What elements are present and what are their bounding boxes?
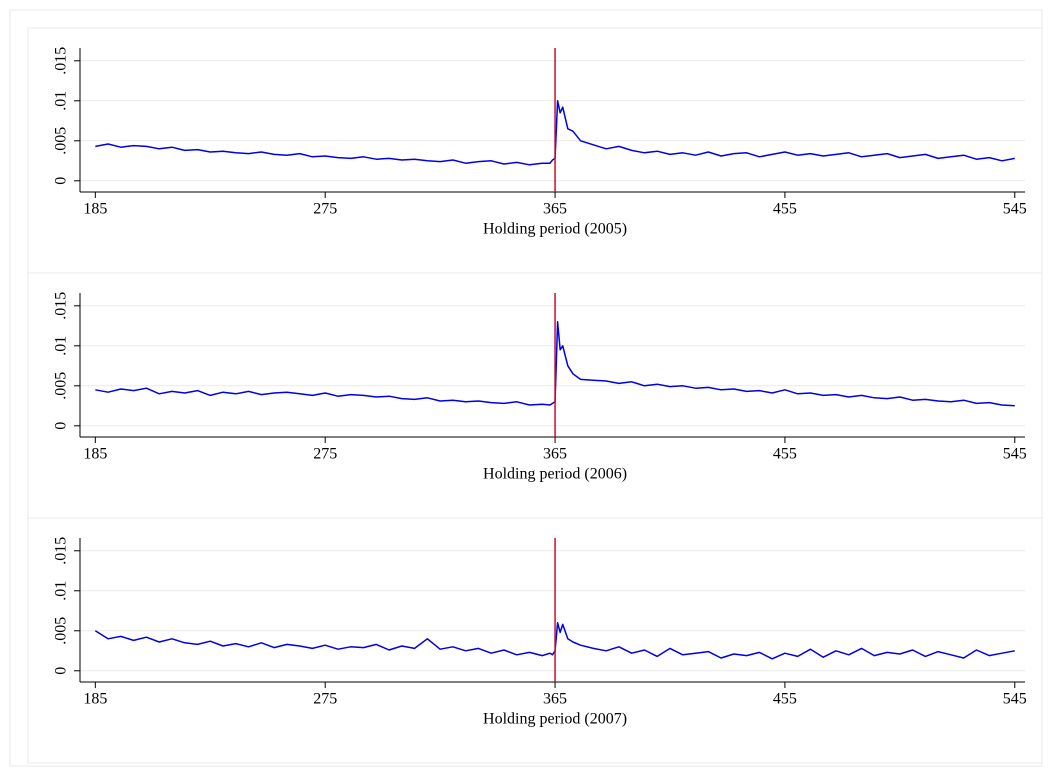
x-axis-label: Holding period (2007): [483, 711, 627, 728]
y-tick-label: .015: [53, 537, 70, 565]
data-line: [95, 100, 1015, 166]
y-tick-label: .01: [53, 581, 70, 601]
y-tick-label: .01: [53, 336, 70, 356]
x-tick-label: 455: [773, 691, 797, 708]
x-tick-label: 365: [543, 201, 567, 218]
y-tick-label: 0: [53, 667, 70, 675]
x-tick-label: 365: [543, 446, 567, 463]
y-tick-label: 0: [53, 177, 70, 185]
x-tick-label: 275: [313, 691, 337, 708]
x-axis-label: Holding period (2005): [483, 221, 627, 238]
data-line: [94, 622, 1015, 660]
x-tick-label: 545: [1003, 446, 1027, 463]
x-tick-label: 365: [543, 691, 567, 708]
y-tick-label: .015: [53, 47, 70, 75]
x-tick-label: 455: [773, 446, 797, 463]
x-tick-label: 185: [83, 446, 107, 463]
y-tick-label: 0: [53, 422, 70, 430]
panel: [27, 27, 1043, 274]
x-tick-label: 185: [83, 201, 107, 218]
x-tick-label: 545: [1003, 691, 1027, 708]
y-tick-label: .005: [53, 372, 70, 400]
x-tick-label: 545: [1003, 201, 1027, 218]
y-tick-label: .005: [53, 127, 70, 155]
x-tick-label: 275: [313, 446, 337, 463]
y-tick-label: .015: [53, 292, 70, 320]
y-tick-label: .005: [53, 617, 70, 645]
data-line: [95, 321, 1015, 407]
y-tick-label: .01: [53, 91, 70, 111]
panel: [27, 517, 1043, 764]
x-axis-label: Holding period (2006): [483, 466, 627, 483]
x-tick-label: 185: [83, 691, 107, 708]
x-tick-label: 455: [773, 201, 797, 218]
panel: [27, 272, 1043, 519]
x-tick-label: 275: [313, 201, 337, 218]
